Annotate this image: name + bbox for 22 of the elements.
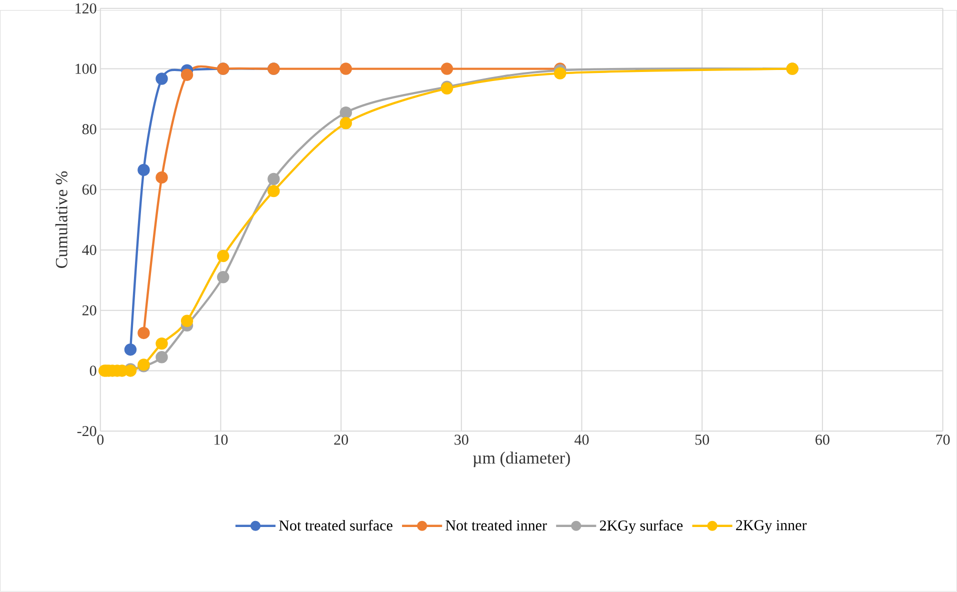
x-tick-label: 50 xyxy=(695,434,710,445)
y-tick-label: 80 xyxy=(82,124,96,134)
x-tick-label: 30 xyxy=(454,434,468,445)
y-tick-label: 20 xyxy=(82,305,96,316)
y-tick-label: -20 xyxy=(77,426,96,436)
x-tick-label: 0 xyxy=(97,434,104,445)
x-tick-label: 70 xyxy=(936,434,950,445)
y-axis-title: Cumulative % xyxy=(55,172,68,268)
y-tick-label: 100 xyxy=(76,64,96,74)
x-tick-label: 60 xyxy=(816,434,830,445)
x-tick-label: 20 xyxy=(334,434,348,445)
x-tick-label: 40 xyxy=(574,434,589,445)
legend-label: 2KGy surface xyxy=(600,520,683,534)
legend-label: Not treated surface xyxy=(279,520,392,531)
y-tick-label: 120 xyxy=(76,4,96,14)
y-tick-label: 60 xyxy=(82,184,96,195)
x-axis-title: µm (diameter) xyxy=(473,452,570,468)
legend-label: 2KGy inner xyxy=(736,520,807,534)
y-tick-label: 0 xyxy=(90,366,96,376)
y-tick-label: 40 xyxy=(82,245,96,256)
x-tick-label: 10 xyxy=(214,434,228,445)
legend-label: Not treated inner xyxy=(446,520,547,531)
